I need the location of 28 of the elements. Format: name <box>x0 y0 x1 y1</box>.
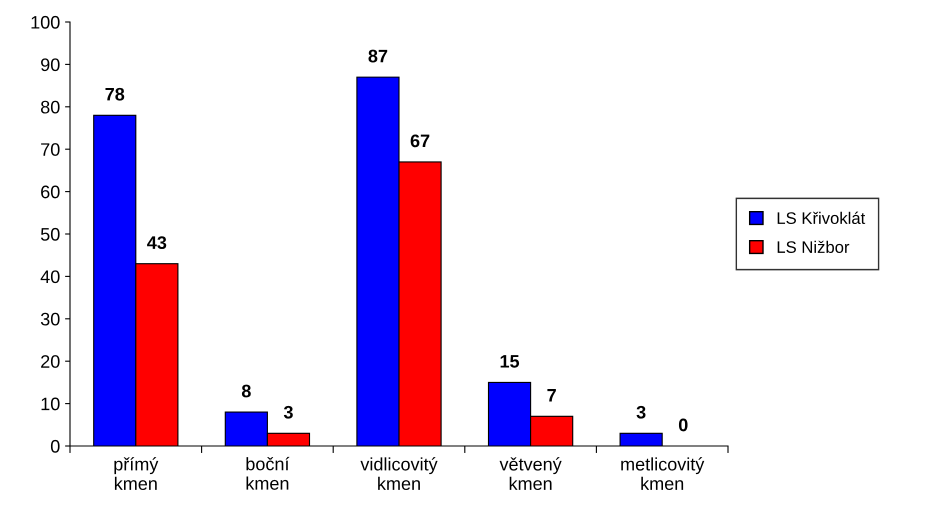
x-tick-label: přímý kmen <box>114 457 158 490</box>
data-label: 78 <box>105 88 124 101</box>
y-tick-label: 50 <box>40 228 60 241</box>
data-label: 8 <box>242 384 251 398</box>
legend-label: LS Křivoklát <box>778 212 866 224</box>
data-label: 15 <box>500 355 520 368</box>
y-tick-label: 40 <box>40 270 60 284</box>
y-tick-label: 30 <box>40 312 60 326</box>
y-tick-label: 20 <box>41 355 60 368</box>
data-label: 7 <box>547 389 556 402</box>
data-label: 0 <box>678 418 688 432</box>
x-tick-label: boční kmen <box>246 456 290 490</box>
data-label: 67 <box>410 134 430 148</box>
y-tick-label: 10 <box>42 398 60 410</box>
data-label: 43 <box>147 236 166 250</box>
y-tick-label: 0 <box>50 440 60 453</box>
data-label: 3 <box>636 406 646 419</box>
x-tick-label: vidlicovitý kmen <box>360 457 438 490</box>
x-tick-label: větvený kmen <box>500 457 562 490</box>
x-tick-label: metlicovitý kmen <box>621 457 704 490</box>
y-tick-label: 60 <box>41 186 60 198</box>
data-label: 3 <box>284 406 293 419</box>
y-tick-label: 80 <box>40 100 60 114</box>
y-tick-label: 100 <box>32 16 60 29</box>
data-label: 87 <box>368 50 388 62</box>
legend-label: LS Nižbor <box>778 240 850 253</box>
y-tick-label: 90 <box>41 58 60 72</box>
y-tick-label: 70 <box>41 143 60 156</box>
